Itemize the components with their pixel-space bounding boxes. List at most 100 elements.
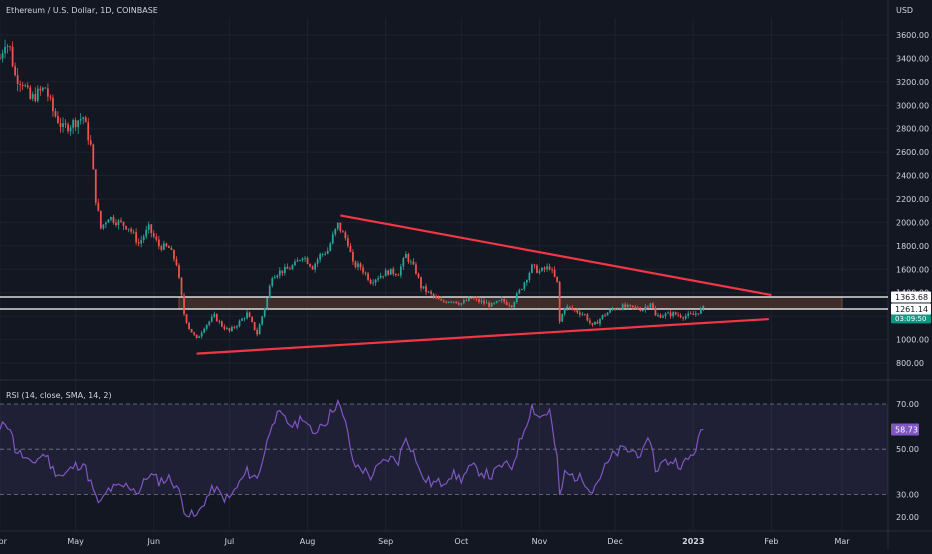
candle-body xyxy=(468,297,470,301)
price-tag-2 xyxy=(891,303,931,315)
candle-body xyxy=(546,266,548,270)
candle-body xyxy=(490,303,493,307)
candle-body xyxy=(374,279,377,283)
candle-body xyxy=(145,229,148,237)
candle-body xyxy=(4,46,6,54)
candle-body xyxy=(104,222,107,225)
candle-body xyxy=(152,233,155,237)
candle-body xyxy=(246,312,248,319)
candle-body xyxy=(392,268,395,274)
candle-body xyxy=(349,245,352,253)
candle-body xyxy=(465,300,468,302)
candle-body xyxy=(291,265,294,269)
candle-body xyxy=(483,300,485,304)
rsi-tick-label: 20.00 xyxy=(896,513,919,522)
candle-body xyxy=(694,313,697,315)
candle-body xyxy=(344,232,347,239)
candle-body xyxy=(445,301,448,303)
currency-label: USD xyxy=(896,6,914,15)
candle-body xyxy=(256,329,259,335)
candle-body xyxy=(258,324,261,335)
candle-body xyxy=(57,116,59,124)
candle-body xyxy=(64,123,67,125)
candle-body xyxy=(430,291,432,294)
ascending-trendline xyxy=(196,317,769,355)
candle-body xyxy=(500,299,503,301)
candle-body xyxy=(97,202,100,211)
support-resistance-zone xyxy=(178,296,843,310)
candle-body xyxy=(67,124,69,132)
candle-body xyxy=(581,314,584,316)
candle-body xyxy=(49,96,52,98)
candle-body xyxy=(571,307,574,310)
candle-body xyxy=(548,266,551,270)
candle-body xyxy=(435,296,438,298)
candle-body xyxy=(578,312,581,315)
candle-body xyxy=(394,273,397,275)
support-resistance-zone-layer xyxy=(0,296,888,310)
candle-body xyxy=(518,289,521,294)
candle-body xyxy=(404,254,407,259)
candle-body xyxy=(616,309,619,311)
candle-body xyxy=(195,334,198,338)
candle-body xyxy=(432,293,435,297)
candle-body xyxy=(132,231,135,233)
candle-body xyxy=(140,240,143,244)
candle-body xyxy=(248,312,251,318)
price-tick-label: 3200.00 xyxy=(896,78,929,87)
price-tick-label: 1600.00 xyxy=(896,265,929,274)
candle-body xyxy=(523,282,526,290)
candle-body xyxy=(447,301,450,303)
candle-body xyxy=(689,313,692,315)
candle-body xyxy=(213,313,216,317)
candle-body xyxy=(619,309,622,311)
candle-body xyxy=(462,300,465,304)
candle-body xyxy=(190,328,193,333)
candle-body xyxy=(52,97,54,112)
price-tick-label: 3400.00 xyxy=(896,54,929,63)
candle-body xyxy=(657,315,659,316)
candle-body xyxy=(0,58,1,60)
candle-body xyxy=(44,87,47,89)
candle-body xyxy=(352,252,354,262)
candle-body xyxy=(268,285,271,299)
candle-body xyxy=(417,273,420,278)
candle-body xyxy=(604,314,606,316)
candle-body xyxy=(639,309,642,311)
candle-body xyxy=(130,228,132,232)
candle-body xyxy=(200,332,203,337)
candle-body xyxy=(631,305,634,308)
candle-body xyxy=(591,322,594,325)
candle-body xyxy=(276,275,279,278)
candle-body xyxy=(84,117,87,123)
time-tick-label: Jul xyxy=(224,537,235,546)
candle-body xyxy=(112,216,115,223)
candle-body xyxy=(162,243,165,250)
candle-body xyxy=(251,317,253,322)
candle-body xyxy=(183,295,185,315)
candle-body xyxy=(379,275,382,279)
candle-body xyxy=(74,120,77,128)
candle-body xyxy=(525,280,528,283)
candle-body xyxy=(188,322,190,329)
candle-body xyxy=(674,312,677,315)
candle-body xyxy=(672,312,674,317)
candle-body xyxy=(495,301,498,303)
candle-body xyxy=(299,260,301,261)
candle-body xyxy=(218,321,221,323)
candle-body xyxy=(127,228,130,230)
candle-body xyxy=(341,231,344,233)
rsi-value-tag-label: 58.73 xyxy=(895,425,918,434)
time-tick-label: Jun xyxy=(147,537,161,546)
candle-body xyxy=(62,123,64,127)
candle-body xyxy=(422,286,425,289)
candle-body xyxy=(339,222,342,232)
candle-body xyxy=(531,264,533,273)
candle-body xyxy=(170,247,173,251)
candle-body xyxy=(520,289,523,290)
candle-body xyxy=(679,315,682,318)
candle-body xyxy=(309,263,311,267)
price-tick-label: 800.00 xyxy=(896,359,924,368)
